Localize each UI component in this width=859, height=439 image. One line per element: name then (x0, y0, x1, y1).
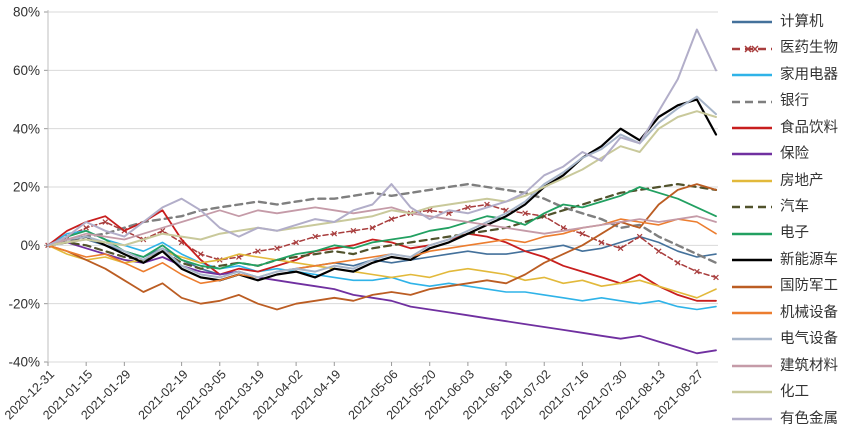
legend-label: 家用电器 (780, 66, 838, 83)
legend-swatch-line (732, 100, 772, 103)
series-line-13 (47, 206, 717, 247)
legend-label: 医药生物 (780, 40, 838, 57)
x-marker (694, 268, 700, 275)
legend-item-9: 新能源车 (731, 247, 838, 273)
x-marker (713, 274, 719, 281)
legend-swatch-line (732, 285, 772, 288)
y-axis-label: -20% (8, 296, 40, 311)
legend-swatch-line (732, 417, 772, 420)
legend-swatch-line (732, 45, 772, 53)
x-marker (675, 260, 681, 266)
legend-swatch-line (732, 179, 772, 183)
x-marker (159, 227, 166, 234)
legend-label: 电气设备 (780, 331, 838, 348)
legend-label: 建筑材料 (780, 357, 838, 374)
legend-item-4: 食品饮料 (731, 115, 838, 141)
y-axis-label: 80% (13, 5, 40, 20)
x-marker (274, 245, 280, 252)
legend-item-6: 房地产 (731, 168, 838, 194)
legend-item-13: 建筑材料 (731, 353, 838, 379)
legend-swatch-line (732, 126, 772, 130)
legend-label: 化工 (780, 384, 809, 401)
chart-legend: 计算机医药生物家用电器银行食品饮料保险房地产汽车电子新能源车国防军工机械设备电气… (731, 9, 838, 432)
x-marker (426, 207, 433, 214)
legend-label: 保险 (780, 146, 809, 163)
legend-swatch-line (732, 232, 772, 235)
x-marker (83, 225, 89, 231)
legend-item-1: 医药生物 (731, 35, 838, 61)
legend-item-7: 汽车 (731, 194, 838, 220)
series-line-9 (46, 98, 718, 282)
legend-label: 机械设备 (780, 304, 838, 321)
legend-label: 有色金属 (780, 410, 838, 427)
legend-label: 国防军工 (780, 278, 838, 295)
legend-label: 食品饮料 (780, 119, 838, 136)
y-axis-label: 40% (13, 121, 40, 136)
legend-item-12: 电气设备 (731, 326, 838, 352)
series-line-12 (47, 95, 717, 279)
legend-label: 汽车 (780, 199, 809, 216)
legend-swatch-line (732, 258, 772, 262)
legend-swatch-line (732, 206, 772, 209)
x-marker (617, 245, 624, 252)
legend-swatch-line (732, 311, 772, 315)
x-marker (655, 248, 662, 254)
x-marker (522, 210, 528, 217)
x-marker (331, 230, 338, 237)
x-marker (102, 219, 109, 225)
legend-item-10: 国防军工 (731, 273, 838, 299)
legend-item-3: 银行 (731, 88, 838, 114)
x-marker (369, 225, 376, 231)
legend-label: 计算机 (780, 13, 824, 30)
series-line-15 (47, 28, 717, 247)
legend-item-2: 家用电器 (731, 62, 838, 88)
y-axis-label: 20% (13, 180, 40, 195)
legend-swatch-line (732, 153, 772, 156)
legend-label: 新能源车 (780, 251, 838, 268)
x-marker (312, 233, 319, 240)
legend-item-5: 保险 (731, 141, 838, 167)
legend-item-0: 计算机 (731, 9, 838, 35)
y-axis-label: -40% (8, 355, 40, 370)
x-marker (503, 207, 509, 214)
series-line-5 (47, 241, 717, 355)
legend-item-11: 机械设备 (731, 300, 838, 326)
x-marker (445, 210, 452, 217)
x-marker (484, 201, 490, 208)
x-marker (598, 239, 605, 246)
legend-label: 电子 (780, 225, 809, 242)
legend-item-14: 化工 (731, 379, 838, 405)
x-marker (388, 216, 395, 222)
x-marker (636, 233, 643, 240)
legend-swatch-line (732, 338, 772, 341)
series-line-8 (47, 186, 717, 270)
series-line-11 (47, 218, 717, 285)
x-marker (465, 204, 471, 211)
series-line-1 (47, 203, 717, 279)
legend-label: 房地产 (780, 172, 824, 189)
x-marker (197, 251, 204, 257)
legend-item-15: 有色金属 (731, 406, 838, 432)
legend-label: 银行 (780, 93, 809, 110)
y-axis-label: 0% (20, 238, 40, 253)
x-marker (293, 239, 299, 246)
x-marker (560, 225, 567, 231)
x-marker (255, 248, 261, 254)
legend-item-8: 电子 (731, 221, 838, 247)
series-line-10 (47, 183, 717, 311)
x-marker (236, 254, 242, 260)
y-axis-label: 60% (13, 63, 40, 78)
legend-swatch-line (732, 73, 772, 77)
x-marker (579, 230, 586, 237)
legend-swatch-line (732, 391, 772, 394)
x-marker (350, 227, 357, 234)
legend-swatch-line (732, 364, 772, 368)
series-line-2 (47, 230, 717, 311)
legend-swatch-line (732, 21, 772, 24)
